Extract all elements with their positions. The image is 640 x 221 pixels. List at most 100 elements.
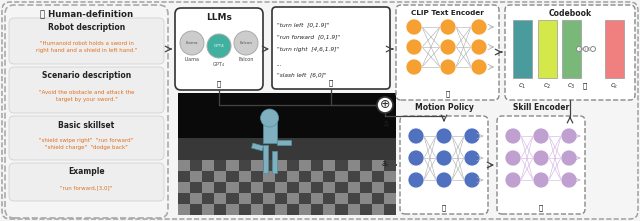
Bar [227,160,239,171]
Bar [605,20,624,78]
Bar [372,160,384,171]
Bar [263,171,275,182]
Circle shape [408,150,424,166]
Bar [287,160,299,171]
Bar [335,182,348,193]
Bar [335,204,348,215]
Bar [275,171,287,182]
Text: Robot description: Robot description [48,23,125,32]
Circle shape [561,150,577,166]
Bar [348,182,360,193]
FancyBboxPatch shape [497,116,585,214]
Text: Codebook: Codebook [548,8,591,17]
FancyBboxPatch shape [9,18,164,64]
Bar [227,193,239,204]
Bar [360,193,372,204]
Text: 🔒: 🔒 [539,205,543,211]
Bar [239,171,251,182]
Bar [251,160,263,171]
Bar [271,151,276,173]
Text: 🔒: 🔒 [217,81,221,87]
Bar [372,182,384,193]
Text: LLMs: LLMs [206,13,232,23]
Bar [287,171,299,182]
FancyBboxPatch shape [9,116,164,160]
FancyBboxPatch shape [400,116,488,214]
Bar [372,204,384,215]
Circle shape [440,39,456,55]
Bar [251,193,263,204]
Text: "Avoid the obstacle and attack the
target by your sword.": "Avoid the obstacle and attack the targe… [39,90,134,102]
Bar [538,20,557,78]
Bar [263,204,275,215]
Bar [384,193,396,204]
FancyBboxPatch shape [272,7,390,89]
Bar [275,193,287,204]
Text: 🤖 Human-definition: 🤖 Human-definition [40,10,133,19]
Circle shape [377,97,393,113]
Bar [348,160,360,171]
Bar [287,182,299,193]
Bar [348,204,360,215]
Text: "turn left  [0,1.9]": "turn left [0,1.9]" [277,23,330,27]
FancyBboxPatch shape [2,2,638,219]
Bar [239,160,251,171]
Text: GPT4: GPT4 [214,44,225,48]
Circle shape [471,39,487,55]
Bar [275,160,287,171]
Bar [299,160,311,171]
Bar [227,171,239,182]
Bar [384,204,396,215]
Bar [275,204,287,215]
Bar [335,160,348,171]
Circle shape [440,59,456,75]
Bar [190,182,202,193]
Bar [262,115,276,143]
Bar [251,204,263,215]
FancyBboxPatch shape [9,163,164,201]
Text: CLIP Text Encoder: CLIP Text Encoder [411,10,484,16]
Circle shape [577,46,582,51]
Text: Example: Example [68,168,105,177]
Circle shape [584,46,589,51]
Text: $\oplus$: $\oplus$ [380,99,390,112]
Bar [178,193,190,204]
Bar [239,182,251,193]
Bar [178,160,190,171]
Text: 🔒: 🔒 [583,83,587,89]
Circle shape [408,128,424,144]
Bar [178,171,190,182]
Circle shape [406,19,422,35]
Text: "turn right  [4,6,1.9]": "turn right [4,6,1.9]" [277,46,339,51]
Bar [311,193,323,204]
Circle shape [464,172,480,188]
Bar [263,160,275,171]
Bar [202,204,214,215]
Circle shape [505,128,521,144]
Circle shape [591,46,595,51]
Circle shape [207,34,231,58]
Bar [299,193,311,204]
Circle shape [408,172,424,188]
Bar [348,193,360,204]
Bar [202,160,214,171]
Bar [262,145,268,173]
Circle shape [533,150,549,166]
Bar [348,171,360,182]
Text: GPT$_4$: GPT$_4$ [212,60,226,69]
Text: "slash left  [6,0]": "slash left [6,0]" [277,74,326,78]
Text: Falcon: Falcon [238,57,253,62]
Circle shape [406,59,422,75]
Text: Skill Encoder: Skill Encoder [513,103,569,112]
Bar [323,193,335,204]
Circle shape [561,128,577,144]
Bar [372,193,384,204]
Circle shape [471,59,487,75]
Bar [178,93,396,215]
Text: $c_{k}$: $c_{k}$ [610,81,619,91]
Bar [227,204,239,215]
Circle shape [464,128,480,144]
Bar [263,182,275,193]
Bar [384,182,396,193]
Bar [190,204,202,215]
